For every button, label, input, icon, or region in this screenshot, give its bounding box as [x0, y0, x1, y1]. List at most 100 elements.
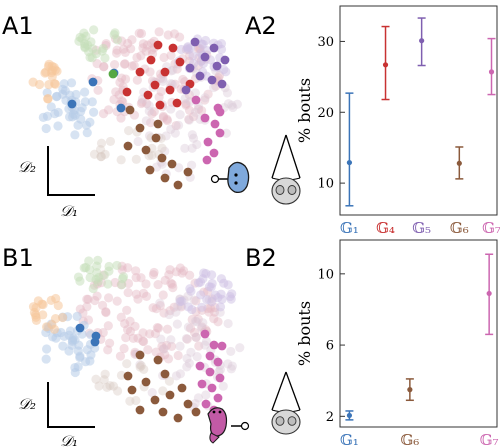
- embedding-point: [147, 387, 157, 398]
- embedding-point-highlight: [181, 85, 191, 95]
- embedding-point: [90, 295, 100, 306]
- embedding-point: [149, 107, 159, 117]
- embedding-ylabel-a1: 𝒟₂: [18, 158, 36, 176]
- embedding-point: [80, 87, 90, 97]
- embedding-point: [187, 143, 197, 153]
- embedding-point: [157, 159, 167, 169]
- embedding-point: [187, 130, 197, 140]
- embedding-point: [145, 329, 155, 339]
- embedding-axes-b1: 𝒟₂ 𝒟₁: [18, 382, 95, 448]
- embedding-point: [103, 279, 113, 289]
- panel-label-a2: A2: [245, 12, 277, 40]
- panel-label-a1: A1: [2, 12, 34, 40]
- embedding-point: [131, 395, 141, 406]
- embedding-point: [174, 163, 184, 173]
- embedding-point: [154, 27, 164, 37]
- embedding-point-highlight: [90, 337, 100, 347]
- embedding-point: [99, 61, 109, 72]
- embedding-point: [136, 98, 146, 109]
- embedding-point: [181, 334, 192, 344]
- embedding-point: [123, 287, 133, 298]
- embedding-point-highlight: [210, 119, 220, 129]
- embedding-point-highlight: [201, 399, 211, 409]
- embedding-point: [75, 352, 85, 363]
- category-label: 𝔾₆: [450, 219, 469, 237]
- embedding-point: [93, 277, 103, 287]
- embedding-point: [127, 61, 137, 71]
- embedding-point: [235, 343, 245, 353]
- embedding-point: [73, 362, 83, 372]
- embedding-point: [223, 318, 233, 329]
- embedding-point: [101, 307, 111, 318]
- category-label: 𝔾₄: [376, 219, 395, 237]
- embedding-point: [92, 267, 102, 278]
- y-tick-label: 6: [326, 339, 334, 354]
- embedding-point: [166, 50, 176, 60]
- embedding-xlabel-a1: 𝒟₁: [60, 202, 78, 220]
- embedding-point: [151, 347, 161, 357]
- embedding-point: [38, 300, 48, 310]
- embedding-point: [166, 104, 176, 114]
- embedding-point-highlight: [141, 145, 151, 155]
- embedding-point-highlight: [123, 371, 133, 381]
- panel-label-b1: B1: [2, 244, 34, 272]
- embedding-point: [108, 381, 119, 391]
- embedding-point: [137, 97, 147, 107]
- embedding-point: [41, 322, 52, 332]
- embedding-point: [175, 341, 185, 351]
- embedding-point: [88, 44, 98, 54]
- embedding-point: [135, 360, 145, 370]
- plot-frame: [339, 239, 498, 428]
- embedding-point-highlight: [146, 55, 156, 65]
- embedding-point: [124, 126, 134, 136]
- embedding-point-highlight: [116, 103, 126, 113]
- embedding-point-highlight: [150, 80, 160, 90]
- embedding-point: [120, 318, 130, 329]
- embedding-point: [185, 323, 196, 333]
- embedding-point-highlight: [165, 85, 175, 95]
- chart-b2: 2 6 10 % bouts 𝔾₁ 𝔾₆ 𝔾₇: [295, 239, 499, 448]
- embedding-point: [154, 92, 164, 102]
- embedding-point: [191, 332, 201, 342]
- embedding-point: [188, 51, 198, 61]
- embedding-point-highlight: [212, 61, 222, 71]
- embedding-point: [109, 60, 120, 70]
- embedding-point: [85, 265, 95, 275]
- embedding-point: [158, 76, 168, 87]
- embedding-point: [164, 309, 174, 320]
- embedding-point: [182, 362, 192, 372]
- embedding-point-highlight: [125, 105, 135, 115]
- embedding-point-highlight: [173, 413, 183, 423]
- embedding-point: [155, 298, 165, 308]
- embedding-point: [173, 120, 184, 130]
- embedding-point: [65, 90, 75, 100]
- embedding-point: [50, 313, 61, 324]
- embedding-point: [46, 102, 56, 112]
- embedding-point: [171, 267, 181, 277]
- embedding-point: [200, 95, 210, 105]
- embedding-point: [42, 344, 52, 354]
- embedding-point: [178, 74, 188, 85]
- embedding-point-highlight: [135, 67, 145, 77]
- embedding-point-highlight: [160, 369, 170, 379]
- embedding-point: [89, 25, 99, 35]
- embedding-point: [177, 268, 187, 278]
- embedding-point: [192, 352, 202, 362]
- embedding-point: [172, 64, 182, 74]
- embedding-point: [41, 123, 51, 134]
- embedding-point-highlight: [160, 173, 170, 183]
- embedding-point: [188, 111, 199, 122]
- embedding-point: [165, 265, 175, 275]
- embedding-point: [121, 333, 131, 343]
- y-tick-label: 2: [326, 410, 334, 425]
- embedding-point: [103, 321, 113, 331]
- embedding-point: [221, 128, 231, 138]
- embedding-ylabel-b1: 𝒟₂: [18, 395, 36, 413]
- embedding-point-highlight: [202, 155, 212, 165]
- embedding-point: [143, 345, 153, 355]
- embedding-point: [148, 303, 158, 313]
- larva-body-icon: [207, 407, 250, 444]
- embedding-point: [111, 87, 121, 97]
- embedding-point: [158, 290, 168, 300]
- embedding-point: [125, 396, 135, 406]
